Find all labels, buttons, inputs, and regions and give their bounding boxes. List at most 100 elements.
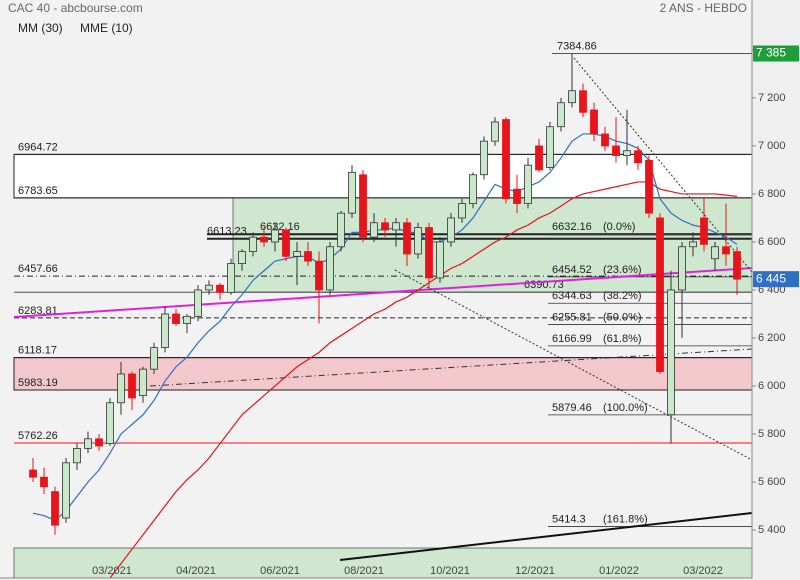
candle-body <box>678 246 686 291</box>
fib-value: 5414.3 <box>552 513 586 525</box>
candle-body <box>414 227 422 255</box>
x-tick-label: 04/2021 <box>176 565 216 577</box>
candle-body <box>73 447 81 464</box>
candle-body <box>645 159 653 214</box>
candle-body <box>502 119 510 200</box>
trend-line <box>394 269 752 461</box>
candle-body <box>326 246 334 291</box>
level-label: 6118.17 <box>18 345 57 357</box>
chart-title: CAC 40 - abcbourse.com <box>8 1 143 15</box>
level-label: 5983.19 <box>18 377 58 389</box>
zone <box>13 547 753 579</box>
candle-body <box>216 284 224 293</box>
candle-body <box>150 347 158 370</box>
candle-body <box>29 469 37 478</box>
candle-body <box>722 246 730 255</box>
x-tick-label: 03/2022 <box>683 565 723 577</box>
candle-body <box>392 222 400 231</box>
candle-body <box>183 315 191 324</box>
fib-value: 5879.46 <box>552 402 592 414</box>
candle-body <box>271 229 279 243</box>
zone <box>232 197 752 293</box>
candle-body <box>601 133 609 147</box>
x-tick-label: 12/2021 <box>515 565 555 577</box>
price-tag-label: 6 445 <box>756 271 786 285</box>
candle-body <box>238 251 246 264</box>
candle-body <box>491 121 499 142</box>
x-tick-label: 10/2021 <box>430 565 470 577</box>
legend-entry: MM (30) <box>18 21 63 35</box>
candle-body <box>315 260 323 291</box>
candle-body <box>128 373 136 399</box>
candle-body <box>282 229 290 257</box>
candle-body <box>260 236 268 243</box>
y-tick-label: 7 200 <box>758 92 786 104</box>
candle-body <box>535 145 543 171</box>
candle-body <box>227 263 235 293</box>
candle-body <box>40 476 48 488</box>
zone <box>13 153 752 199</box>
candle-body <box>513 188 521 204</box>
candle-body <box>293 251 301 257</box>
candle-body <box>447 217 455 243</box>
fib-ratio: (61.8%) <box>603 333 642 345</box>
candle-body <box>425 227 433 279</box>
candle-body <box>579 90 587 113</box>
y-tick-label: 6 000 <box>758 380 786 392</box>
level-label: 6964.72 <box>18 141 58 153</box>
level-label: 6457.66 <box>18 263 58 275</box>
fib-value: 6255.81 <box>552 311 592 323</box>
candle-body <box>568 90 576 104</box>
candle-body <box>436 241 444 279</box>
candle-body <box>348 171 356 214</box>
candle-body <box>161 313 169 348</box>
x-tick-label: 06/2021 <box>260 565 300 577</box>
y-tick-label: 5 800 <box>758 428 786 440</box>
y-tick-label: 5 400 <box>758 524 786 536</box>
candle-body <box>458 203 466 219</box>
trend-line <box>339 512 752 561</box>
fib-value: 6344.63 <box>552 290 592 302</box>
fib-ratio: (38.2%) <box>603 290 642 302</box>
candle-body <box>700 217 708 245</box>
candle-body <box>612 145 620 156</box>
y-tick-label: 6 200 <box>758 332 786 344</box>
trend-line <box>13 267 752 318</box>
candles <box>29 53 741 535</box>
fib-ratio: (0.0%) <box>603 221 635 233</box>
candle-body <box>480 140 488 176</box>
candle-body <box>667 289 675 416</box>
candle-body <box>172 313 180 324</box>
candle-body <box>656 217 664 372</box>
level-label: 6613.23 <box>207 226 247 238</box>
x-tick-label: 01/2022 <box>599 565 639 577</box>
candle-body <box>249 236 257 252</box>
candle-body <box>403 222 411 255</box>
candle-body <box>557 102 565 128</box>
x-tick-label: 03/2021 <box>92 565 132 577</box>
candle-body <box>733 251 741 280</box>
candle-body <box>84 438 92 449</box>
fib-ratio: (100.0%) <box>603 402 648 414</box>
y-tick-label: 6 800 <box>758 188 786 200</box>
candle-body <box>711 246 719 260</box>
fib-ratio: (50.0%) <box>603 311 642 323</box>
candle-body <box>117 373 125 404</box>
level-label: 5762.26 <box>18 430 58 442</box>
y-tick-label: 7 000 <box>758 140 786 152</box>
y-tick-label: 6 600 <box>758 236 786 248</box>
candle-body <box>381 222 389 231</box>
candle-body <box>62 462 70 519</box>
candle-body <box>95 438 103 447</box>
candle-body <box>689 241 697 248</box>
candle-body <box>524 164 532 204</box>
candle-body <box>623 150 631 156</box>
level-label: 6632.16 <box>260 221 300 233</box>
legend-entry: MME (10) <box>80 21 133 35</box>
candle-body <box>205 284 213 291</box>
fib-value: 6454.52 <box>552 264 592 276</box>
candle-body <box>469 174 477 204</box>
price-tag <box>753 271 799 288</box>
